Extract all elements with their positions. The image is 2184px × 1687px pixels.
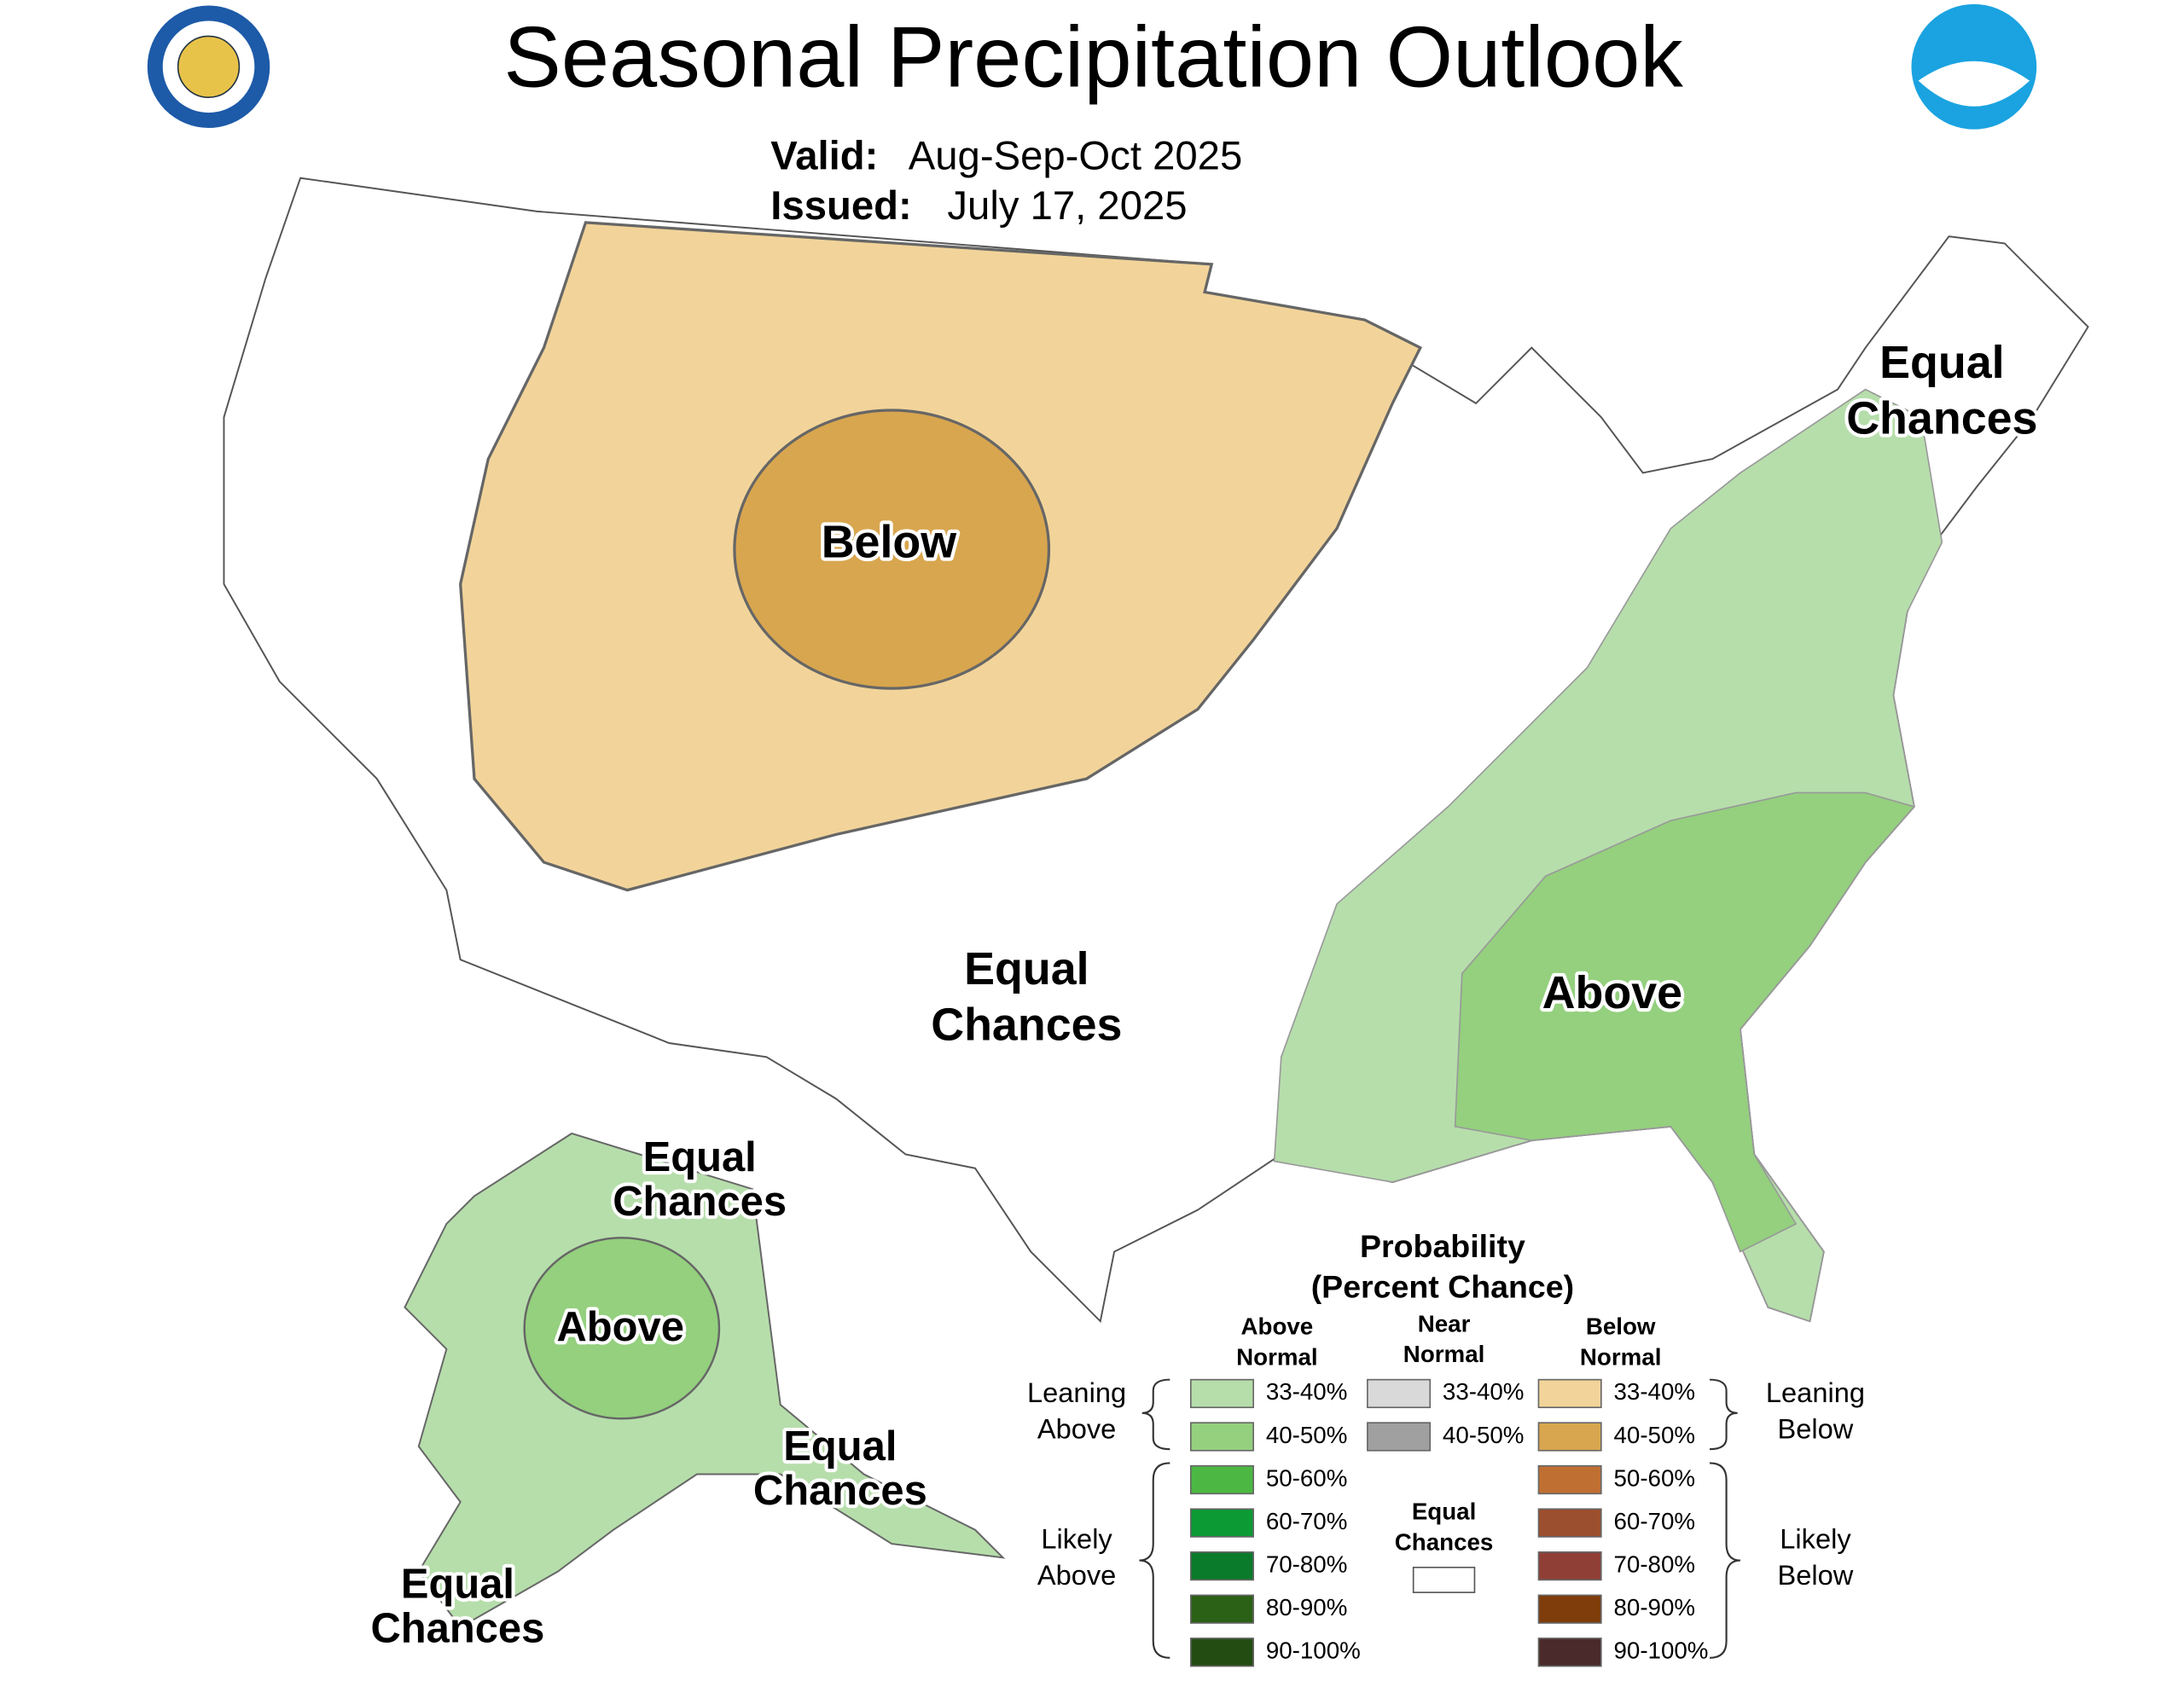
legend-swatch (1189, 1594, 1254, 1624)
legend-swatch (1537, 1464, 1602, 1495)
legend-label: 60-70% (1266, 1508, 1348, 1534)
legend-title: Probability (1360, 1228, 1525, 1264)
legend-swatch (1537, 1551, 1602, 1581)
legend-label: 50-60% (1614, 1464, 1696, 1491)
map-label: Chances (613, 1179, 787, 1225)
legend-swatch (1537, 1594, 1602, 1624)
legend-label: 80-90% (1266, 1594, 1348, 1620)
legend-label: 40-50% (1443, 1422, 1525, 1448)
legend-label: 90-100% (1614, 1638, 1709, 1664)
map-label: Above (556, 1304, 683, 1350)
equal-chances-swatch (1412, 1566, 1476, 1593)
legend-heading: Normal (1580, 1343, 1662, 1370)
map-label: Chances (370, 1606, 544, 1652)
title: Seasonal Precipitation Outlook (503, 9, 1683, 106)
legend-swatch (1367, 1422, 1432, 1452)
map-label: Equal (1879, 337, 2004, 388)
legend-label: 40-50% (1614, 1422, 1696, 1448)
legend-swatch (1367, 1378, 1432, 1409)
alaska-region (404, 1132, 1006, 1629)
legend-swatch (1189, 1464, 1254, 1495)
valid-value: Aug-Sep-Oct 2025 (909, 133, 1243, 178)
legend-heading: Normal (1236, 1343, 1317, 1370)
map-label: Above (1542, 967, 1682, 1018)
legend-heading: Below (1586, 1313, 1656, 1340)
legend-swatch (1537, 1638, 1602, 1667)
legend-label: 60-70% (1614, 1508, 1696, 1534)
equal-chances-label: Equal (1412, 1498, 1476, 1524)
bracket-label: Likely (1780, 1522, 1851, 1554)
above-40-50-region (1454, 791, 1916, 1253)
issued-label: Issued: (770, 183, 911, 229)
bracket-label: Leaning (1027, 1377, 1126, 1408)
map-label: Equal (401, 1562, 514, 1608)
legend-label: 70-80% (1614, 1551, 1696, 1577)
equal-chances-label: Chances (1395, 1528, 1494, 1555)
map-label: Equal (964, 943, 1089, 994)
doc-logo (147, 5, 270, 129)
below-40-50-region (733, 409, 1051, 690)
legend-label: 90-100% (1266, 1638, 1361, 1664)
legend-heading: Normal (1403, 1341, 1485, 1367)
legend-label: 70-80% (1266, 1551, 1348, 1577)
legend-swatch (1537, 1378, 1602, 1409)
legend-swatch (1537, 1422, 1602, 1452)
legend-swatch (1189, 1378, 1254, 1409)
bracket-label: Likely (1041, 1522, 1112, 1554)
bracket-label: Above (1037, 1559, 1116, 1591)
noaa-logo (1911, 3, 2037, 130)
bracket-label: Below (1778, 1559, 1854, 1591)
legend-label: 33-40% (1266, 1378, 1348, 1405)
legend-label: 80-90% (1614, 1594, 1696, 1620)
issued-value: July 17, 2025 (947, 183, 1187, 229)
valid-label: Valid: (770, 133, 878, 178)
legend-swatch (1537, 1508, 1602, 1538)
map-label: Equal (783, 1423, 897, 1470)
legend-heading: Near (1418, 1310, 1471, 1336)
legend-label: 33-40% (1443, 1378, 1525, 1405)
legend-swatch (1189, 1422, 1254, 1452)
legend-label: 33-40% (1614, 1378, 1696, 1405)
legend-items: Above Normal 33-40% 40-50% 50-60% 60-70% 70-80… (1189, 1310, 1709, 1667)
map-label: Chances (931, 999, 1122, 1050)
bracket-label: Above (1037, 1413, 1116, 1445)
legend-swatch (1189, 1508, 1254, 1538)
legend-label: 40-50% (1266, 1422, 1348, 1448)
map-label: Chances (753, 1468, 927, 1514)
legend-title: (Percent Chance) (1311, 1269, 1574, 1305)
map-label: Equal (643, 1134, 757, 1180)
legend-swatch (1189, 1638, 1254, 1667)
map-label: Below (822, 516, 957, 567)
alaska-above-40-50 (523, 1237, 721, 1420)
legend-heading: Above (1241, 1313, 1314, 1340)
map-label: Chances (1846, 392, 2037, 443)
legend-label: 50-60% (1266, 1464, 1348, 1491)
bracket-label: Below (1778, 1413, 1854, 1445)
bracket-label: Leaning (1766, 1377, 1865, 1408)
legend-swatch (1189, 1551, 1254, 1581)
